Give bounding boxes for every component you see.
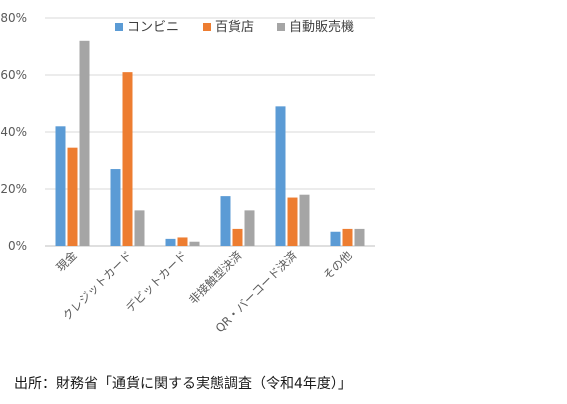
- bar: [122, 72, 133, 247]
- bars: [55, 40, 365, 247]
- legend: コンビニ 百貨店 自動販売機: [115, 19, 354, 35]
- y-tick-label: 40%: [0, 125, 27, 139]
- legend-swatch: [203, 23, 211, 31]
- legend-swatch: [115, 23, 123, 31]
- bar: [244, 210, 255, 246]
- x-tick-label: 非接触型決済: [186, 248, 245, 307]
- bar: [354, 228, 365, 246]
- bar: [177, 237, 188, 246]
- bar: [342, 228, 353, 246]
- y-tick-label: 60%: [0, 68, 27, 82]
- y-tick-label: 0%: [8, 239, 27, 253]
- bar: [55, 126, 66, 246]
- bar: [330, 231, 341, 246]
- legend-swatch: [277, 23, 285, 31]
- gridlines: [45, 17, 375, 247]
- bar: [134, 210, 145, 246]
- bar: [299, 194, 310, 246]
- bar: [287, 197, 298, 246]
- bar: [165, 238, 176, 246]
- y-tick-label: 80%: [0, 11, 27, 25]
- bar: [275, 106, 286, 246]
- y-axis: 0% 20% 40% 60% 80%: [0, 11, 27, 253]
- bar: [79, 40, 90, 246]
- x-tick-label: その他: [320, 248, 355, 283]
- legend-label: コンビニ: [127, 20, 179, 35]
- y-tick-label: 20%: [0, 182, 27, 196]
- bar: [110, 169, 121, 246]
- bar-chart: 0% 20% 40% 60% 80% 現金クレジットカードデビットカード非接触型決済QR…: [0, 11, 375, 335]
- source-note: 出所：財務省「通貨に関する実態調査（令和4年度）」: [14, 376, 352, 392]
- legend-label: 自動販売機: [289, 19, 354, 35]
- bar: [189, 241, 200, 246]
- bar: [232, 228, 243, 246]
- bar: [220, 196, 231, 246]
- x-tick-label: 現金: [53, 248, 80, 275]
- legend-label: 百貨店: [215, 19, 254, 35]
- bar: [67, 147, 78, 246]
